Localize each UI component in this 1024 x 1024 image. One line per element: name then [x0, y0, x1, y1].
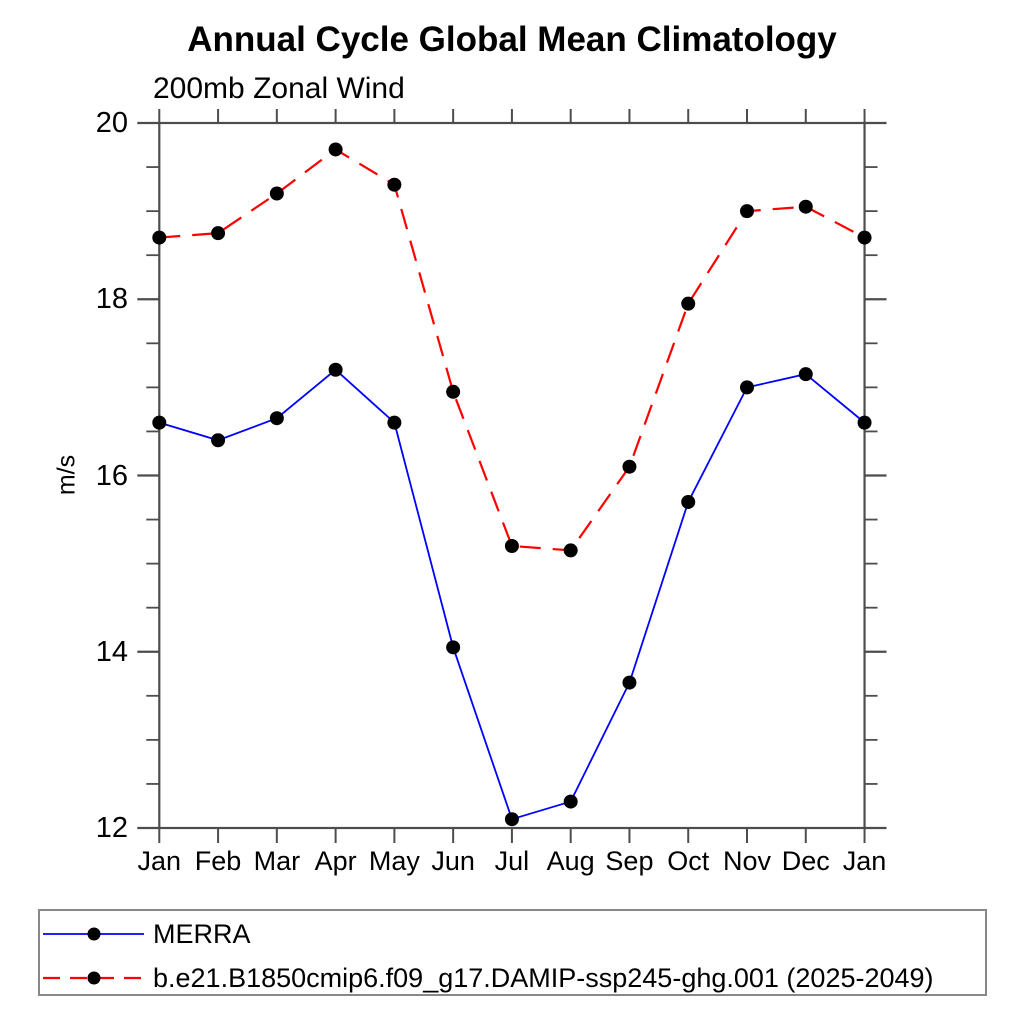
- data-point: [681, 296, 696, 311]
- data-point: [857, 415, 872, 430]
- y-tick-label: 16: [95, 459, 128, 492]
- legend-marker: [87, 971, 101, 985]
- data-point: [446, 384, 461, 399]
- x-tick-label: Nov: [722, 846, 771, 876]
- data-point: [857, 230, 872, 245]
- y-tick-label: 18: [95, 283, 128, 316]
- legend-label: b.e21.B1850cmip6.f09_g17.DAMIP-ssp245-gh…: [153, 962, 934, 993]
- data-point: [328, 142, 343, 157]
- series-line-1: [159, 148, 866, 552]
- x-tick-label: Feb: [194, 846, 242, 876]
- y-tick-label: 14: [95, 635, 128, 668]
- x-tick-label: Jan: [842, 846, 887, 876]
- x-tick-label: Dec: [781, 846, 830, 876]
- y-tick-label: 20: [95, 107, 128, 139]
- x-tick-label: Oct: [667, 846, 710, 876]
- data-point: [681, 494, 696, 509]
- data-point: [504, 812, 519, 827]
- x-tick-label: Jan: [137, 846, 182, 876]
- chart-title: Annual Cycle Global Mean Climatology: [187, 20, 837, 59]
- x-tick-label: Aug: [546, 846, 595, 876]
- data-point: [798, 199, 813, 214]
- x-tick-label: Jun: [431, 846, 475, 876]
- data-point: [563, 543, 578, 558]
- chart-subtitle: 200mb Zonal Wind: [153, 72, 405, 105]
- x-tick-label: Mar: [253, 846, 301, 876]
- data-point: [740, 204, 754, 219]
- legend-entry-1: b.e21.B1850cmip6.f09_g17.DAMIP-ssp245-gh…: [41, 962, 934, 994]
- data-point: [622, 675, 637, 690]
- x-tick-label: Jul: [494, 846, 530, 876]
- data-point: [152, 230, 167, 245]
- data-point: [152, 415, 167, 430]
- legend-swatch: [43, 927, 144, 941]
- data-point: [269, 411, 284, 426]
- legend: MERRA b.e21.B1850cmip6.f09_g17.DAMIP-ssp2…: [38, 909, 987, 996]
- legend-entry-0: MERRA: [41, 918, 251, 950]
- data-point: [622, 459, 637, 474]
- x-tick-label: Sep: [605, 846, 654, 876]
- data-point: [563, 794, 578, 809]
- series-line-0: [159, 368, 866, 821]
- x-tick-label: Apr: [314, 846, 357, 876]
- data-point: [504, 539, 519, 553]
- data-point: [269, 186, 284, 201]
- legend-marker: [87, 927, 101, 941]
- legend-swatch: [43, 971, 144, 985]
- data-point: [446, 640, 461, 655]
- data-point: [387, 415, 402, 430]
- plot-frame: [158, 121, 866, 830]
- legend-label: MERRA: [153, 918, 251, 949]
- data-point: [211, 433, 226, 448]
- y-tick-label: 12: [95, 812, 128, 844]
- data-point: [798, 367, 813, 382]
- x-tick-label: May: [368, 846, 420, 876]
- data-point: [387, 177, 402, 192]
- data-point: [328, 362, 343, 377]
- data-point: [740, 380, 754, 395]
- data-point: [211, 226, 226, 241]
